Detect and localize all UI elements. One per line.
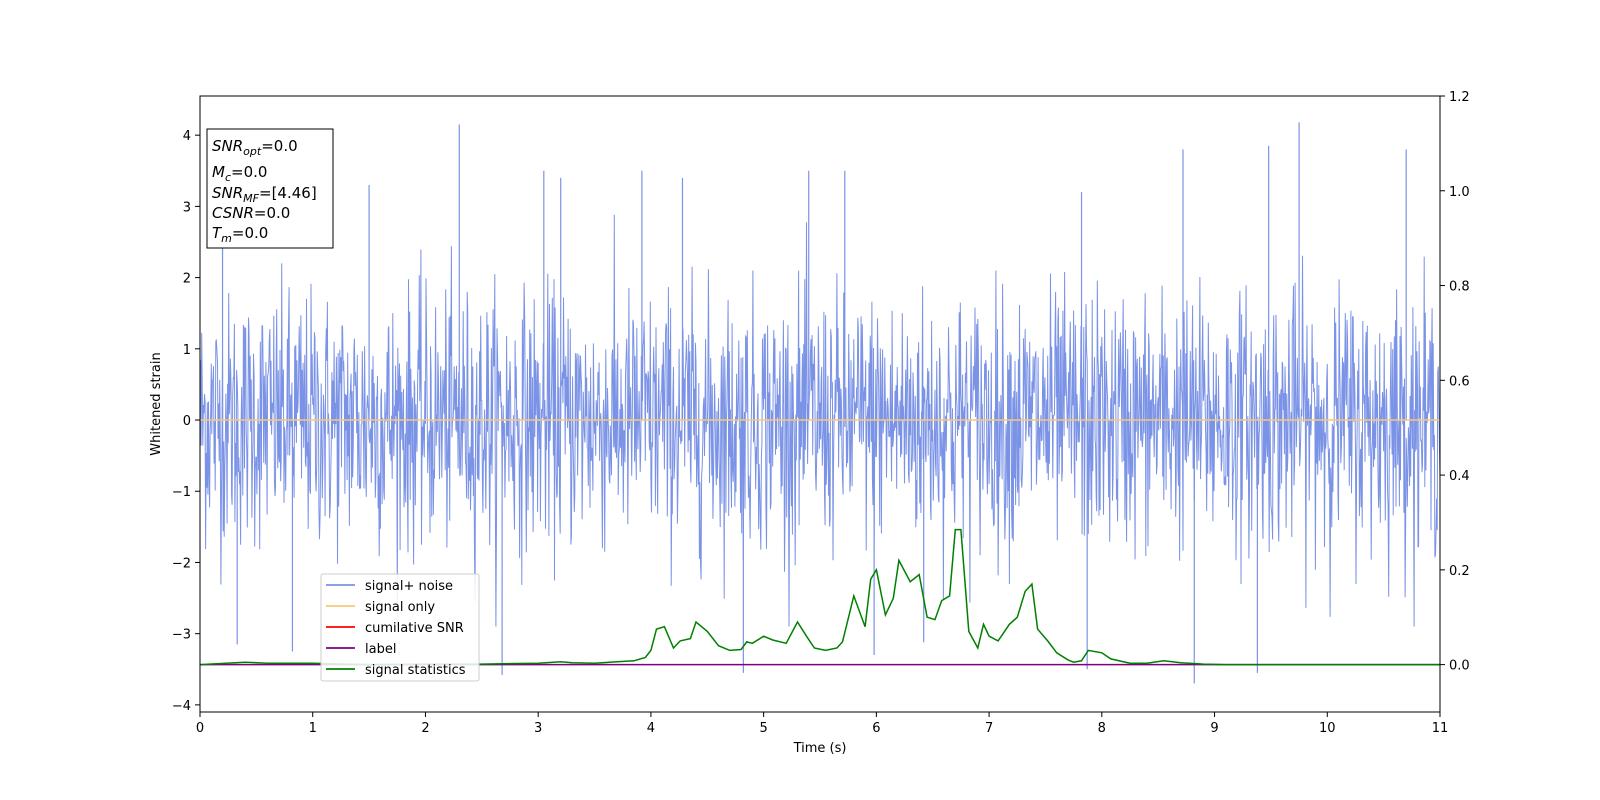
signal-noise-spikes [221,122,1407,684]
y2-tick-label: 0.6 [1449,374,1470,389]
y-axis-left: −4 −3 −2 −1 0 1 2 3 4 [172,129,200,714]
signal-statistics-line [200,528,1440,666]
y-axis-right: 0.0 0.2 0.4 0.6 0.8 1.0 1.2 [1440,90,1470,674]
info-snr-mf: SNRMF=[4.46] [212,184,317,205]
y-tick-label: −3 [172,628,191,643]
plot-frame [199,95,1441,713]
y-tick-label: 3 [183,200,191,215]
x-tick-label: 3 [534,721,542,736]
legend: signal+ noise signal only cumilative SNR… [320,573,480,682]
info-box-frame [206,128,334,249]
x-axis: 0 1 2 3 4 5 6 7 8 9 10 11 [196,712,1448,736]
y-tick-label: 0 [183,414,191,429]
x-tick-label: 1 [309,721,317,736]
y-tick-label: −4 [172,699,191,714]
y-axis-label: Whitened strain [149,352,164,455]
x-tick-label: 10 [1319,721,1336,736]
info-tm: Tm=0.0 [212,224,268,245]
x-tick-label: 8 [1098,721,1106,736]
x-tick-label: 0 [196,721,204,736]
x-tick-label: 5 [759,721,767,736]
y-tick-label: −2 [172,556,191,571]
y2-tick-label: 0.4 [1449,469,1470,484]
x-tick-label: 2 [421,721,429,736]
x-axis-label: Time (s) [793,741,847,756]
y-tick-label: −1 [172,485,191,500]
y2-tick-label: 0.2 [1449,564,1470,579]
legend-label-cumulative-snr: cumilative SNR [365,621,464,636]
y-tick-label: 2 [183,272,191,287]
x-tick-label: 4 [647,721,655,736]
x-tick-label: 9 [1210,721,1218,736]
info-snr-opt: SNRopt=0.0 [212,137,298,158]
y-tick-label: 1 [183,343,191,358]
legend-label-label: label [365,642,396,657]
signal-noise-line [200,214,1440,627]
y2-tick-label: 1.2 [1449,90,1470,105]
y-tick-label: 4 [183,129,191,144]
legend-label-signal-only: signal only [365,600,435,615]
y2-tick-label: 1.0 [1449,185,1470,200]
info-mc: Mc=0.0 [212,163,267,184]
info-box: SNRopt=0.0 Mc=0.0 SNRMF=[4.46] CSNR=0.0 … [206,128,334,249]
x-tick-label: 6 [872,721,880,736]
legend-label-signal-noise: signal+ noise [365,579,453,594]
x-tick-label: 7 [985,721,993,736]
y2-tick-label: 0.8 [1449,280,1470,295]
legend-label-signal-statistics: signal statistics [365,663,466,678]
plot-area [200,122,1440,684]
info-csnr: CSNR=0.0 [212,204,290,222]
legend-frame [320,573,480,682]
y2-tick-label: 0.0 [1449,659,1470,674]
x-tick-label: 11 [1432,721,1449,736]
